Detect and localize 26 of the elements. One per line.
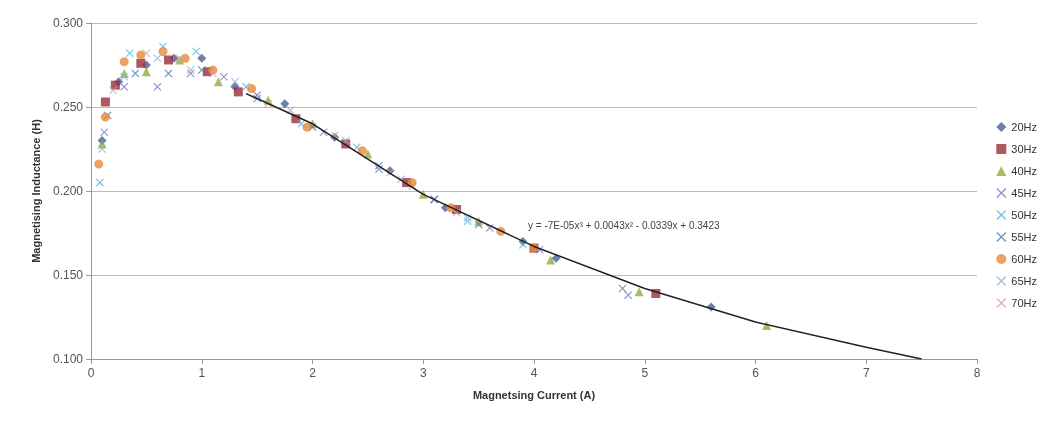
y-tick-label: 0.150	[52, 268, 84, 282]
y-tick-label: 0.100	[52, 352, 84, 366]
legend-label: 40Hz	[1011, 165, 1038, 177]
y-tick-label: 0.200	[52, 184, 84, 198]
x-tick-label: 2	[309, 366, 317, 380]
x-tick-label: 5	[641, 366, 649, 380]
legend-label: 55Hz	[1011, 231, 1038, 243]
legend-label: 45Hz	[1011, 187, 1038, 199]
y-tick-label: 0.300	[52, 16, 84, 30]
y-tick-label: 0.250	[52, 100, 84, 114]
y-axis-title: Magnetising Inductance (H)	[29, 118, 42, 263]
legend-label: 70Hz	[1011, 297, 1038, 309]
x-tick-label: 1	[198, 366, 206, 380]
x-tick-label: 3	[419, 366, 427, 380]
x-tick-label: 6	[752, 366, 760, 380]
legend-label: 65Hz	[1011, 275, 1038, 287]
legend-label: 50Hz	[1011, 209, 1038, 221]
annotation: y = -7E-05x³ + 0.0043x² - 0.0339x + 0.3423	[528, 219, 720, 231]
x-tick-label: 4	[530, 366, 538, 380]
legend-label: 30Hz	[1011, 143, 1038, 155]
legend-label: 60Hz	[1011, 253, 1038, 265]
x-tick-label: 0	[87, 366, 95, 380]
legend-label: 20Hz	[1011, 121, 1038, 133]
x-tick-label: 8	[973, 366, 981, 380]
x-axis-title: Magnetsing Current (A)	[472, 388, 596, 401]
x-tick-label: 7	[862, 366, 870, 380]
